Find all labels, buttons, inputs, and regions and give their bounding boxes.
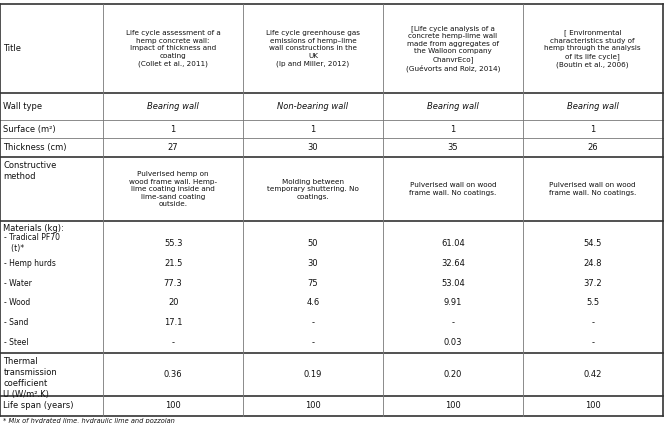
Text: 24.8: 24.8 bbox=[583, 259, 602, 268]
Text: 26: 26 bbox=[587, 143, 598, 152]
Text: * Mix of hydrated lime, hydraulic lime and pozzolan: * Mix of hydrated lime, hydraulic lime a… bbox=[3, 418, 175, 423]
Text: - Hemp hurds: - Hemp hurds bbox=[4, 259, 56, 268]
Text: 0.36: 0.36 bbox=[164, 370, 182, 379]
Text: Bearing wall: Bearing wall bbox=[427, 102, 479, 111]
Text: 61.04: 61.04 bbox=[441, 239, 465, 248]
Text: 5.5: 5.5 bbox=[586, 299, 599, 308]
Text: - Wood: - Wood bbox=[4, 299, 30, 308]
Text: - Water: - Water bbox=[4, 279, 32, 288]
Text: 0.42: 0.42 bbox=[583, 370, 602, 379]
Text: 1: 1 bbox=[170, 125, 176, 134]
Text: -: - bbox=[312, 318, 314, 327]
Text: 30: 30 bbox=[308, 143, 318, 152]
Text: Title: Title bbox=[3, 44, 21, 53]
Text: Life span (years): Life span (years) bbox=[3, 401, 74, 410]
Text: 4.6: 4.6 bbox=[306, 299, 320, 308]
Text: -: - bbox=[312, 338, 314, 347]
Text: Non-bearing wall: Non-bearing wall bbox=[278, 102, 348, 111]
Text: 35: 35 bbox=[448, 143, 458, 152]
Text: 0.19: 0.19 bbox=[304, 370, 322, 379]
Text: - Steel: - Steel bbox=[4, 338, 29, 347]
Text: Wall type: Wall type bbox=[3, 102, 43, 111]
Text: 100: 100 bbox=[165, 401, 181, 410]
Text: 17.1: 17.1 bbox=[164, 318, 182, 327]
Text: 100: 100 bbox=[305, 401, 321, 410]
Text: 21.5: 21.5 bbox=[164, 259, 182, 268]
Text: Bearing wall: Bearing wall bbox=[147, 102, 199, 111]
Text: 32.64: 32.64 bbox=[441, 259, 465, 268]
Text: Surface (m²): Surface (m²) bbox=[3, 125, 56, 134]
Text: 55.3: 55.3 bbox=[164, 239, 182, 248]
Text: 1: 1 bbox=[450, 125, 456, 134]
Text: [ Environmental
characteristics study of
hemp through the analysis
of its life c: [ Environmental characteristics study of… bbox=[544, 30, 641, 68]
Text: 75: 75 bbox=[308, 279, 318, 288]
Text: 77.3: 77.3 bbox=[164, 279, 182, 288]
Text: [Life cycle analysis of a
concrete hemp-lime wall
made from aggregates of
the Wa: [Life cycle analysis of a concrete hemp-… bbox=[406, 25, 500, 72]
Text: 53.04: 53.04 bbox=[441, 279, 465, 288]
Text: 37.2: 37.2 bbox=[583, 279, 602, 288]
Text: 20: 20 bbox=[168, 299, 178, 308]
Text: Pulverised wall on wood
frame wall. No coatings.: Pulverised wall on wood frame wall. No c… bbox=[409, 182, 497, 196]
Text: 50: 50 bbox=[308, 239, 318, 248]
Text: 1: 1 bbox=[310, 125, 316, 134]
Text: 1: 1 bbox=[590, 125, 595, 134]
Text: 9.91: 9.91 bbox=[444, 299, 462, 308]
Text: - Tradical PF70
   (t)*: - Tradical PF70 (t)* bbox=[4, 233, 60, 253]
Text: 0.20: 0.20 bbox=[444, 370, 462, 379]
Text: Materials (kg):: Materials (kg): bbox=[3, 224, 64, 233]
Text: Life cycle assessment of a
hemp concrete wall:
Impact of thickness and
coating
(: Life cycle assessment of a hemp concrete… bbox=[126, 30, 220, 67]
Text: Molding between
temporary shuttering. No
coatings.: Molding between temporary shuttering. No… bbox=[267, 179, 359, 200]
Text: -: - bbox=[452, 318, 454, 327]
Text: Life cycle greenhouse gas
emissions of hemp–lime
wall constructions in the
UK
(I: Life cycle greenhouse gas emissions of h… bbox=[266, 30, 360, 67]
Text: Thickness (cm): Thickness (cm) bbox=[3, 143, 67, 152]
Text: 100: 100 bbox=[445, 401, 461, 410]
Text: Thermal
transmission
coefficient
U (W/m².K): Thermal transmission coefficient U (W/m²… bbox=[3, 357, 57, 399]
Text: Pulverised hemp on
wood frame wall. Hemp-
lime coating inside and
lime-sand coat: Pulverised hemp on wood frame wall. Hemp… bbox=[129, 171, 217, 207]
Text: 27: 27 bbox=[168, 143, 178, 152]
Text: - Sand: - Sand bbox=[4, 318, 29, 327]
Text: Bearing wall: Bearing wall bbox=[567, 102, 619, 111]
Text: 0.03: 0.03 bbox=[444, 338, 462, 347]
Text: 54.5: 54.5 bbox=[583, 239, 602, 248]
Text: 30: 30 bbox=[308, 259, 318, 268]
Text: 100: 100 bbox=[585, 401, 601, 410]
Text: -: - bbox=[591, 338, 594, 347]
Text: Pulverised wall on wood
frame wall. No coatings.: Pulverised wall on wood frame wall. No c… bbox=[549, 182, 637, 196]
Text: -: - bbox=[591, 318, 594, 327]
Text: -: - bbox=[172, 338, 174, 347]
Text: Constructive
method: Constructive method bbox=[3, 161, 57, 181]
